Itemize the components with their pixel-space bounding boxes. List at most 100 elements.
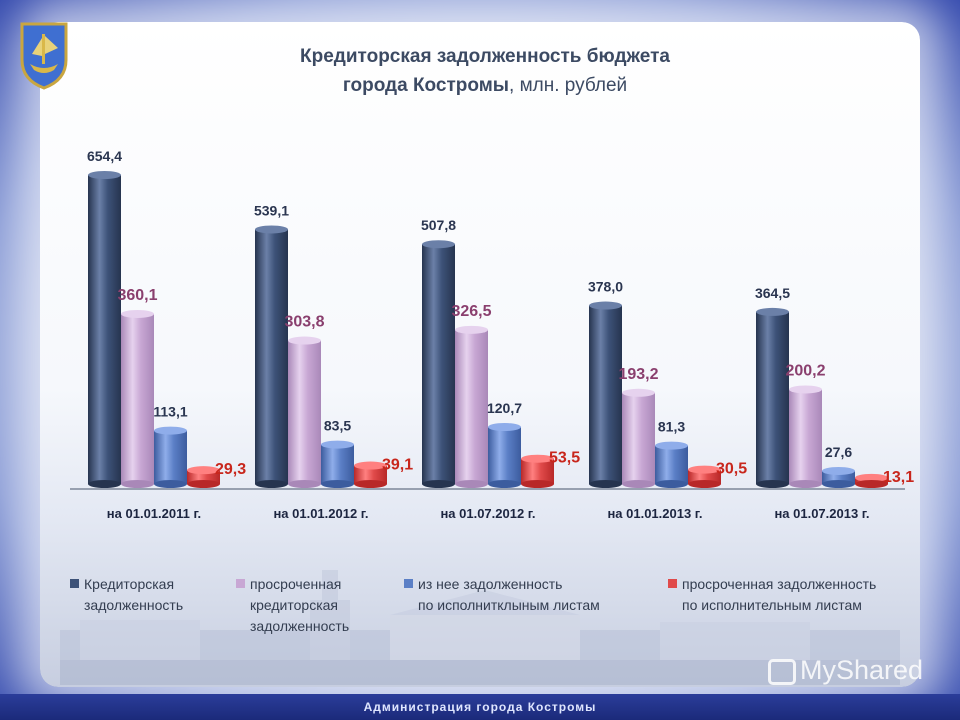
bar-base-series2-3: [455, 480, 488, 488]
bar-base-series1-4: [589, 480, 622, 488]
bar-top-series4-3: [521, 454, 554, 463]
watermark-text: MyShared: [800, 655, 924, 685]
bar-base-series2-1: [121, 480, 154, 488]
bar-top-series4-4: [688, 465, 721, 474]
city-background-image: [60, 570, 900, 685]
bar-top-series4-5: [855, 473, 888, 482]
bar-top-series1-3: [422, 240, 455, 249]
chart-title: Кредиторская задолженность бюджета город…: [180, 42, 790, 100]
legend-swatch-2: [236, 579, 245, 588]
data-label-series4-3: 53,5: [549, 450, 580, 467]
category-label-1: на 01.01.2011 г.: [107, 506, 201, 521]
data-label-series2-2: 303,8: [284, 314, 324, 331]
title-line-2: города Костромы, млн. рублей: [180, 71, 790, 100]
legend-item-4: просроченная задолженность по исполнител…: [668, 574, 876, 616]
bar-series2-1: [121, 313, 154, 484]
data-label-series3-2: 83,5: [324, 418, 351, 434]
legend-label-1: Кредиторская задолженность: [84, 576, 184, 613]
category-label-2: на 01.01.2012 г.: [273, 506, 368, 521]
bar-base-series3-2: [321, 480, 354, 488]
data-label-series4-4: 30,5: [716, 461, 747, 478]
legend-item-3: из нее задолженность по исполнитклыным л…: [404, 574, 600, 616]
bar-top-series1-5: [756, 307, 789, 316]
bar-top-series4-2: [354, 461, 387, 470]
legend-label-4: просроченная задолженность по исполнител…: [682, 576, 877, 613]
title-city: города Костромы: [342, 75, 510, 96]
legend-item-1: Кредиторская задолженность: [70, 574, 183, 616]
data-label-series2-5: 200,2: [785, 362, 825, 379]
bar-base-series4-4: [688, 480, 721, 488]
legend-swatch-3: [404, 579, 413, 588]
data-label-series2-3: 326,5: [451, 303, 491, 320]
category-label-3: на 01.07.2012 г.: [440, 506, 535, 521]
bar-base-series4-1: [187, 480, 220, 488]
bar-base-series3-3: [488, 480, 521, 488]
category-label-4: на 01.01.2013 г.: [607, 506, 702, 521]
data-label-series1-3: 507,8: [421, 217, 456, 233]
bar-series3-4: [655, 445, 688, 484]
bar-base-series4-3: [521, 480, 554, 488]
title-line-1: Кредиторская задолженность бюджета: [300, 46, 670, 67]
bar-top-series4-1: [187, 466, 220, 475]
legend-label-2: просроченная кредиторская задолженность: [250, 576, 350, 634]
bar-top-series3-1: [154, 426, 187, 435]
data-label-series1-4: 378,0: [588, 279, 623, 295]
bar-series2-4: [622, 392, 655, 484]
bar-series4-2: [354, 465, 387, 484]
legend-item-2: просроченная кредиторская задолженность: [236, 574, 349, 637]
bar-top-series1-4: [589, 301, 622, 310]
data-label-series1-1: 654,4: [87, 148, 122, 164]
bar-base-series3-1: [154, 480, 187, 488]
data-label-series4-5: 13,1: [883, 469, 914, 486]
data-label-series3-5: 27,6: [825, 444, 852, 460]
data-label-series3-1: 113,1: [153, 404, 187, 420]
data-label-series4-1: 29,3: [215, 461, 246, 478]
legend-swatch-4: [668, 579, 677, 588]
bar-base-series2-2: [288, 480, 321, 488]
bar-base-series1-1: [88, 480, 121, 488]
city-coat-of-arms-icon: [20, 22, 68, 90]
watermark-logo-icon: [768, 658, 796, 685]
data-label-series3-3: 120,7: [487, 400, 522, 416]
bar-series2-5: [789, 389, 822, 484]
bar-base-series3-4: [655, 480, 688, 488]
bar-base-series2-4: [622, 480, 655, 488]
bar-top-series1-2: [255, 225, 288, 234]
bar-top-series3-5: [822, 466, 855, 475]
data-label-series2-4: 193,2: [618, 366, 658, 383]
data-label-series3-4: 81,3: [658, 419, 685, 435]
bar-series3-3: [488, 427, 521, 484]
bar-series1-5: [756, 311, 789, 484]
bar-top-series3-4: [655, 441, 688, 450]
data-label-series1-5: 364,5: [755, 285, 790, 301]
bar-top-series2-2: [288, 336, 321, 345]
bar-series4-3: [521, 458, 554, 484]
bar-base-series3-5: [822, 480, 855, 488]
watermark: MyShared: [768, 655, 923, 686]
bar-top-series3-2: [321, 440, 354, 449]
footer-text: Администрация города Костромы: [363, 700, 597, 714]
data-label-series2-1: 360,1: [117, 287, 157, 304]
bar-chart: 654,4 360,1 113,1 29,3 на 01.01.2011 г. 539,1…: [70, 148, 914, 521]
bar-top-series2-4: [622, 388, 655, 397]
category-label-5: на 01.07.2013 г.: [774, 506, 869, 521]
bar-top-series2-3: [455, 325, 488, 334]
bar-base-series2-5: [789, 480, 822, 488]
bar-base-series4-5: [855, 480, 888, 488]
bar-top-series2-1: [121, 309, 154, 318]
legend-label-3: из нее задолженность по исполнитклыным л…: [418, 576, 600, 613]
bar-top-series1-1: [88, 171, 121, 179]
bar-series1-1: [88, 175, 121, 484]
bar-series4-4: [688, 469, 721, 484]
bar-series3-2: [321, 444, 354, 484]
bar-base-series1-2: [255, 480, 288, 488]
bar-base-series1-5: [756, 480, 789, 488]
bar-series2-2: [288, 340, 321, 484]
bar-base-series1-3: [422, 480, 455, 488]
bar-series1-4: [589, 305, 622, 484]
legend-swatch-1: [70, 579, 79, 588]
data-label-series1-2: 539,1: [254, 202, 289, 218]
bar-series3-1: [154, 430, 187, 484]
bar-base-series4-2: [354, 480, 387, 488]
